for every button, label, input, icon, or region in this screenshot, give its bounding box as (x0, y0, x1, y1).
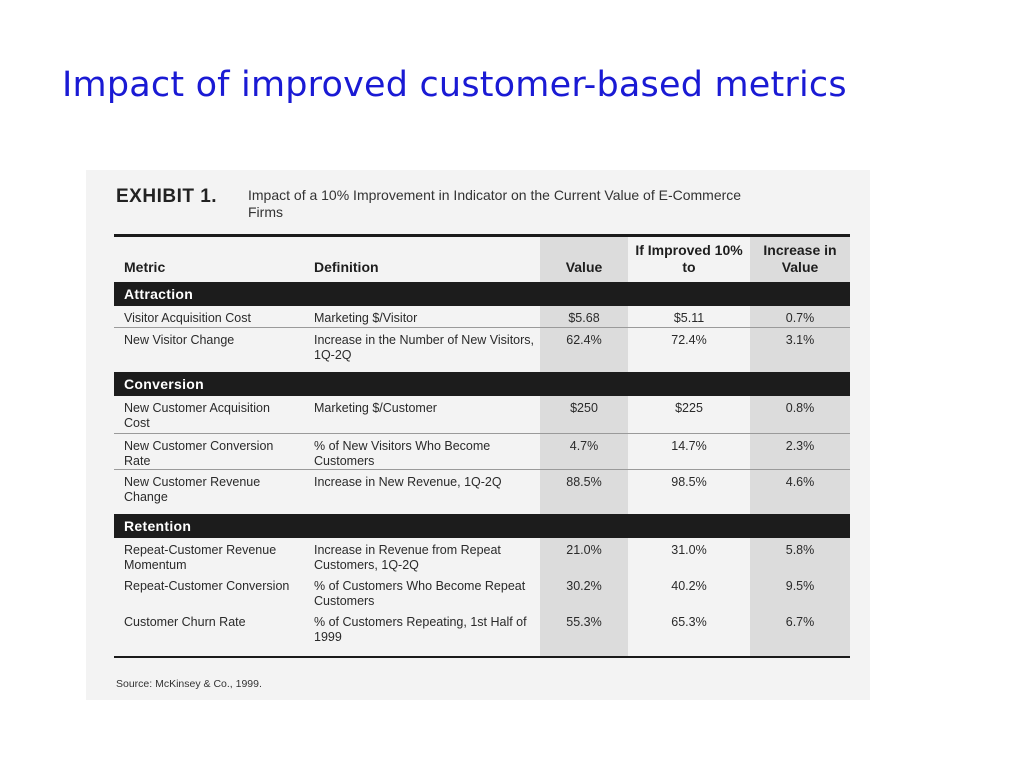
cell-metric: Repeat-Customer Conversion (124, 579, 290, 593)
cell-increase: 6.7% (750, 610, 850, 656)
cell-value: 88.5% (540, 470, 628, 514)
cell-definition: % of Customers Repeating, 1st Half of 19… (314, 615, 527, 644)
cell-value: 55.3% (540, 610, 628, 656)
cell-increase: 0.8% (750, 396, 850, 433)
cell-improved: 65.3% (671, 615, 707, 629)
cell-value: 4.7% (540, 434, 628, 469)
table-row: Repeat-Customer Revenue Momentum Increas… (114, 538, 850, 574)
cell-definition: Increase in Revenue from Repeat Customer… (314, 543, 501, 572)
cell-definition: % of Customers Who Become Repeat Custome… (314, 579, 526, 608)
cell-increase: 2.3% (750, 434, 850, 469)
cell-increase: 3.1% (750, 328, 850, 372)
exhibit-figure: EXHIBIT 1. Impact of a 10% Improvement i… (86, 170, 870, 700)
cell-metric: New Visitor Change (124, 333, 235, 347)
cell-value: 30.2% (540, 574, 628, 610)
cell-increase: 5.8% (750, 538, 850, 574)
table-top-rule (114, 234, 850, 237)
cell-value: 62.4% (540, 328, 628, 372)
cell-metric: New Customer Conversion Rate (124, 439, 274, 468)
exhibit-label: EXHIBIT 1. (116, 186, 218, 207)
cell-value: $250 (540, 396, 628, 433)
column-header-definition: Definition (314, 259, 379, 275)
metrics-table: Metric Definition Value If Improved 10% … (114, 234, 850, 658)
section-header-attraction: Attraction (114, 282, 850, 306)
table-row: New Customer Conversion Rate % of New Vi… (114, 433, 850, 469)
slide-title: Impact of improved customer-based metric… (62, 65, 847, 105)
exhibit-caption: Impact of a 10% Improvement in Indicator… (248, 187, 742, 220)
section-label: Conversion (124, 376, 205, 392)
column-header-increase: Increase in Value (750, 237, 850, 282)
cell-value: $5.68 (540, 306, 628, 327)
section-label: Retention (124, 518, 192, 534)
cell-improved: $5.11 (673, 311, 705, 325)
column-header-metric: Metric (124, 259, 166, 275)
cell-improved: 14.7% (671, 439, 707, 453)
cell-metric: New Customer Revenue Change (124, 475, 261, 504)
cell-metric: Visitor Acquisition Cost (124, 311, 251, 325)
cell-definition: Marketing $/Customer (314, 401, 437, 415)
cell-metric: Customer Churn Rate (124, 615, 246, 629)
cell-improved: $225 (675, 401, 703, 415)
table-bottom-rule (114, 656, 850, 658)
cell-metric: Repeat-Customer Revenue Momentum (124, 543, 277, 572)
cell-improved: 98.5% (671, 475, 707, 489)
cell-definition: Marketing $/Visitor (314, 311, 418, 325)
table-row: Repeat-Customer Conversion % of Customer… (114, 574, 850, 610)
cell-value: 21.0% (540, 538, 628, 574)
table-row: Visitor Acquisition Cost Marketing $/Vis… (114, 306, 850, 327)
cell-improved: 40.2% (671, 579, 707, 593)
cell-metric: New Customer Acquisition Cost (124, 401, 270, 430)
table-row: New Customer Revenue Change Increase in … (114, 469, 850, 514)
cell-definition: % of New Visitors Who Become Customers (314, 439, 491, 468)
cell-increase: 4.6% (750, 470, 850, 514)
cell-definition: Increase in New Revenue, 1Q-2Q (314, 475, 502, 489)
table-header-row: Metric Definition Value If Improved 10% … (114, 237, 850, 282)
source-note: Source: McKinsey & Co., 1999. (116, 678, 262, 690)
section-header-retention: Retention (114, 514, 850, 538)
table-row: Customer Churn Rate % of Customers Repea… (114, 610, 850, 656)
cell-improved: 31.0% (671, 543, 707, 557)
table-row: New Customer Acquisition Cost Marketing … (114, 396, 850, 433)
cell-increase: 9.5% (750, 574, 850, 610)
section-header-conversion: Conversion (114, 372, 850, 396)
cell-improved: 72.4% (671, 333, 707, 347)
column-header-value: Value (540, 237, 628, 282)
column-header-improved: If Improved 10% to (635, 242, 743, 275)
table-row: New Visitor Change Increase in the Numbe… (114, 327, 850, 372)
cell-definition: Increase in the Number of New Visitors, … (314, 333, 535, 362)
section-label: Attraction (124, 286, 194, 302)
cell-increase: 0.7% (750, 306, 850, 327)
